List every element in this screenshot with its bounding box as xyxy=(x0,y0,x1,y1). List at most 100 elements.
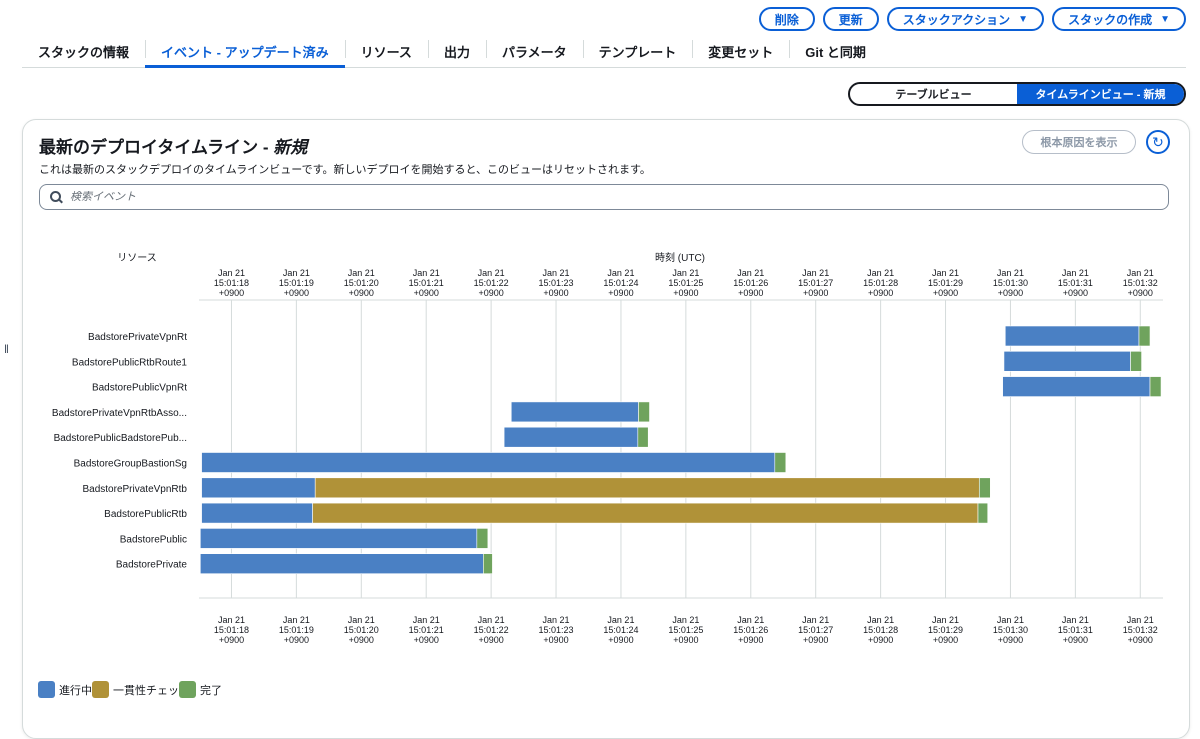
delete-button[interactable]: 削除 xyxy=(758,7,815,31)
resource-label: BadstorePublicBadstorePub... xyxy=(54,433,187,444)
refresh-icon[interactable]: ↻ xyxy=(1146,130,1170,154)
bottom-tick-date: Jan 21 xyxy=(218,615,245,625)
bar-segment-in-progress xyxy=(201,502,313,524)
chart-legend: 進行中 一貫性チェッ 完了 xyxy=(38,681,222,698)
top-tick-tz: +0900 xyxy=(219,288,244,298)
top-tick-time: 15:01:27 xyxy=(798,278,833,288)
tab-4[interactable]: パラメータ xyxy=(485,36,583,67)
bottom-tick-time: 15:01:21 xyxy=(409,625,444,635)
button-label: 削除 xyxy=(774,12,799,27)
bottom-tick-time: 15:01:25 xyxy=(668,625,703,635)
bottom-tick-date: Jan 21 xyxy=(413,615,440,625)
view-toggle: テーブルビュー タイムラインビュー - 新規 xyxy=(848,82,1186,106)
button-label: 更新 xyxy=(838,12,863,27)
tab-2[interactable]: リソース xyxy=(344,36,428,67)
bottom-tick-time: 15:01:26 xyxy=(733,625,768,635)
bottom-tick-time: 15:01:20 xyxy=(344,625,379,635)
bottom-tick-date: Jan 21 xyxy=(543,615,570,625)
resource-label: BadstorePublicRtb xyxy=(104,509,187,520)
search-input[interactable] xyxy=(70,191,1070,203)
top-tick-time: 15:01:25 xyxy=(668,278,703,288)
bottom-tick-time: 15:01:18 xyxy=(214,625,249,635)
stack-actions-button[interactable]: スタックアクション ▼ xyxy=(886,7,1045,31)
bottom-tick-date: Jan 21 xyxy=(802,615,829,625)
legend-item: 一貫性チェッ xyxy=(92,681,179,698)
bottom-tick-time: 15:01:29 xyxy=(928,625,963,635)
panel-title: 最新のデプロイタイムライン - 新規 xyxy=(39,138,308,157)
bar-segment-complete xyxy=(1149,376,1162,397)
bar-segment-complete xyxy=(1130,350,1142,372)
bottom-tick-tz: +0900 xyxy=(219,635,244,645)
bottom-tick-time: 15:01:23 xyxy=(539,625,574,635)
tab-0[interactable]: スタックの情報 xyxy=(38,45,130,60)
tab-5[interactable]: テンプレート xyxy=(582,36,693,67)
legend-swatch xyxy=(179,681,196,698)
resource-label: BadstorePrivateVpnRtbAsso... xyxy=(52,408,187,419)
side-panel-handle-icon[interactable]: ‖ xyxy=(4,342,9,356)
tab-6[interactable]: 変更セット xyxy=(692,36,789,67)
bottom-tick-tz: +0900 xyxy=(543,635,568,645)
bottom-tick-date: Jan 21 xyxy=(607,615,634,625)
bottom-tick-tz: +0900 xyxy=(738,635,763,645)
tab-3[interactable]: 出力 xyxy=(427,36,486,67)
root-cause-button[interactable]: 根本原因を表示 xyxy=(1022,130,1136,154)
tab-7[interactable]: Git と同期 xyxy=(789,36,882,67)
bar-segment-in-progress xyxy=(201,452,776,473)
bar-segment-in-progress xyxy=(199,553,484,575)
top-tick-date: Jan 21 xyxy=(348,268,375,278)
resource-label: BadstorePrivateVpnRtb xyxy=(82,484,187,495)
update-button[interactable]: 更新 xyxy=(822,7,879,31)
top-tick-date: Jan 21 xyxy=(607,268,634,278)
bottom-tick-tz: +0900 xyxy=(414,635,439,645)
bar-segment-consistency-check xyxy=(312,502,979,524)
caret-down-icon: ▼ xyxy=(1160,13,1170,25)
legend-label: 進行中 xyxy=(59,684,92,697)
table-view-button[interactable]: テーブルビュー xyxy=(895,89,972,101)
top-tick-tz: +0900 xyxy=(868,288,893,298)
bottom-tick-date: Jan 21 xyxy=(283,615,310,625)
bottom-tick-time: 15:01:28 xyxy=(863,625,898,635)
bar-segment-in-progress xyxy=(510,401,639,423)
bottom-tick-tz: +0900 xyxy=(1063,635,1088,645)
bar-segment-in-progress xyxy=(199,528,478,549)
bottom-tick-tz: +0900 xyxy=(933,635,958,645)
legend-swatch xyxy=(92,681,109,698)
resource-label: BadstorePublic xyxy=(120,534,187,545)
top-tick-date: Jan 21 xyxy=(478,268,505,278)
top-tick-date: Jan 21 xyxy=(867,268,894,278)
bar-segment-complete xyxy=(1138,325,1151,347)
bottom-tick-tz: +0900 xyxy=(284,635,309,645)
top-tick-tz: +0900 xyxy=(933,288,958,298)
top-tick-date: Jan 21 xyxy=(997,268,1024,278)
top-tick-date: Jan 21 xyxy=(543,268,570,278)
stack-tabs: スタックの情報 イベント - アップデート済み リソース 出力 パラメータ テンプレート変… xyxy=(22,36,1186,68)
button-label: スタックアクション xyxy=(902,12,1011,27)
search-bar xyxy=(39,184,1169,210)
button-label: スタックの作成 xyxy=(1068,12,1153,27)
caret-down-icon: ▼ xyxy=(1018,13,1029,25)
top-tick-date: Jan 21 xyxy=(932,268,959,278)
top-tick-date: Jan 21 xyxy=(672,268,699,278)
top-tick-time: 15:01:22 xyxy=(474,278,509,288)
bar-segment-in-progress xyxy=(201,477,316,499)
bottom-tick-date: Jan 21 xyxy=(348,615,375,625)
stack-actions-bar: 削除 更新 スタックアクション ▼ スタックの作成 ▼ xyxy=(758,7,1186,31)
top-tick-time: 15:01:18 xyxy=(214,278,249,288)
search-icon xyxy=(50,191,62,203)
bottom-tick-tz: +0900 xyxy=(868,635,893,645)
create-stack-button[interactable]: スタックの作成 ▼ xyxy=(1052,7,1186,31)
top-tick-tz: +0900 xyxy=(543,288,568,298)
timeline-view-button[interactable]: タイムラインビュー - 新規 xyxy=(1017,84,1184,104)
bottom-tick-date: Jan 21 xyxy=(1127,615,1154,625)
resource-label: BadstorePublicVpnRt xyxy=(92,383,187,394)
bottom-tick-tz: +0900 xyxy=(478,635,503,645)
panel-description: これは最新のスタックデプロイのタイムラインビューです。新しいデプロイを開始すると… xyxy=(39,164,651,176)
top-tick-time: 15:01:28 xyxy=(863,278,898,288)
bottom-tick-date: Jan 21 xyxy=(867,615,894,625)
top-tick-date: Jan 21 xyxy=(218,268,245,278)
bar-segment-complete xyxy=(774,452,787,473)
resource-label: BadstoreGroupBastionSg xyxy=(74,459,187,470)
top-tick-date: Jan 21 xyxy=(1062,268,1089,278)
tab-1[interactable]: イベント - アップデート済み xyxy=(145,36,345,68)
